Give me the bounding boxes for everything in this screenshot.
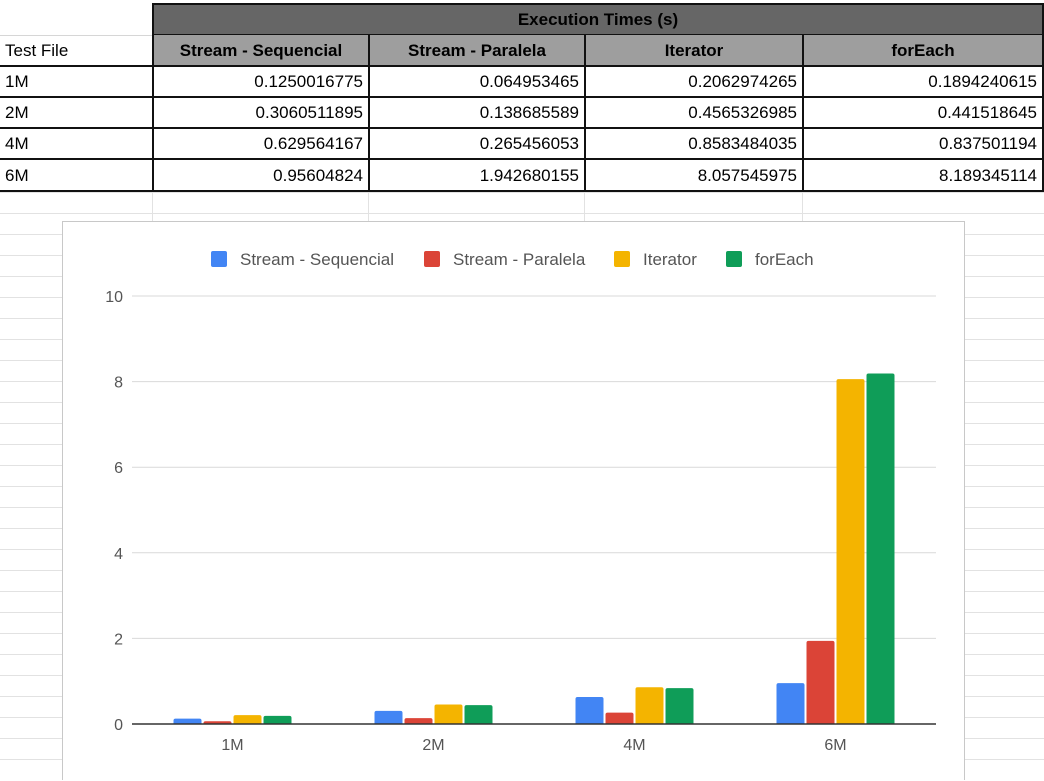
table-cell[interactable]: 0.2062974265 bbox=[584, 67, 802, 98]
x-tick-label: 1M bbox=[221, 737, 243, 754]
table-cell[interactable]: 8.057545975 bbox=[584, 160, 802, 192]
legend-swatch bbox=[726, 251, 742, 267]
table-cell[interactable]: 8.189345114 bbox=[802, 160, 1044, 192]
chart-canvas: 0 2 4 6 8 10 1M 2M 4M 6M Stream - Sequencial Stream… bbox=[105, 250, 936, 754]
y-tick-label: 4 bbox=[114, 546, 123, 563]
legend-label: Stream - Paralela bbox=[453, 250, 586, 269]
y-tick-label: 6 bbox=[114, 460, 123, 477]
bar bbox=[404, 718, 433, 724]
table-cell[interactable]: 0.629564167 bbox=[152, 129, 368, 160]
legend-swatch bbox=[614, 251, 630, 267]
row-header-label[interactable]: Test File bbox=[0, 35, 152, 67]
bar bbox=[464, 705, 493, 724]
empty-corner-cell[interactable] bbox=[0, 0, 152, 35]
table-cell[interactable]: 0.837501194 bbox=[802, 129, 1044, 160]
table-banner[interactable]: Execution Times (s) bbox=[152, 3, 1044, 35]
sheet-row-line bbox=[0, 192, 1044, 193]
y-tick-label: 2 bbox=[114, 631, 123, 648]
x-tick-label: 4M bbox=[623, 737, 645, 754]
row-label-4m[interactable]: 4M bbox=[0, 129, 152, 160]
table-cell[interactable]: 0.441518645 bbox=[802, 98, 1044, 129]
column-header-stream-sequencial[interactable]: Stream - Sequencial bbox=[152, 35, 368, 67]
table-cell[interactable]: 0.8583484035 bbox=[584, 129, 802, 160]
y-tick-label: 10 bbox=[105, 289, 123, 306]
y-tick-label: 8 bbox=[114, 375, 123, 392]
bar bbox=[665, 688, 694, 724]
bar bbox=[233, 715, 262, 724]
legend-label: forEach bbox=[755, 250, 814, 269]
bar bbox=[806, 640, 835, 724]
table-cell[interactable]: 0.95604824 bbox=[152, 160, 368, 192]
bar bbox=[776, 683, 805, 724]
bar bbox=[635, 687, 664, 724]
row-label-2m[interactable]: 2M bbox=[0, 98, 152, 129]
x-tick-label: 2M bbox=[422, 737, 444, 754]
column-header-iterator[interactable]: Iterator bbox=[584, 35, 802, 67]
table-cell[interactable]: 0.3060511895 bbox=[152, 98, 368, 129]
legend-swatch bbox=[424, 251, 440, 267]
bar bbox=[866, 373, 895, 724]
y-tick-label: 0 bbox=[114, 717, 123, 734]
column-header-stream-paralela[interactable]: Stream - Paralela bbox=[368, 35, 584, 67]
legend-label: Iterator bbox=[643, 250, 697, 269]
bar-chart[interactable]: 0 2 4 6 8 10 1M 2M 4M 6M Stream - Sequencial Stream… bbox=[62, 221, 965, 780]
bar bbox=[434, 704, 463, 724]
bar bbox=[173, 718, 202, 724]
bar bbox=[836, 379, 865, 724]
row-label-6m[interactable]: 6M bbox=[0, 160, 152, 192]
sheet-row-line bbox=[0, 213, 1044, 214]
bar bbox=[575, 697, 604, 724]
bar bbox=[263, 715, 292, 724]
table-cell[interactable]: 0.265456053 bbox=[368, 129, 584, 160]
table-cell[interactable]: 0.1894240615 bbox=[802, 67, 1044, 98]
table-cell[interactable]: 0.064953465 bbox=[368, 67, 584, 98]
column-header-foreach[interactable]: forEach bbox=[802, 35, 1044, 67]
legend-swatch bbox=[211, 251, 227, 267]
table-cell[interactable]: 0.1250016775 bbox=[152, 67, 368, 98]
legend-label: Stream - Sequencial bbox=[240, 250, 394, 269]
bar bbox=[374, 710, 403, 724]
table-cell[interactable]: 1.942680155 bbox=[368, 160, 584, 192]
bar bbox=[605, 712, 634, 724]
row-label-1m[interactable]: 1M bbox=[0, 67, 152, 98]
table-cell[interactable]: 0.4565326985 bbox=[584, 98, 802, 129]
spreadsheet-table: Execution Times (s) Test File Stream - S… bbox=[0, 0, 1044, 192]
x-tick-label: 6M bbox=[824, 737, 846, 754]
table-cell[interactable]: 0.138685589 bbox=[368, 98, 584, 129]
